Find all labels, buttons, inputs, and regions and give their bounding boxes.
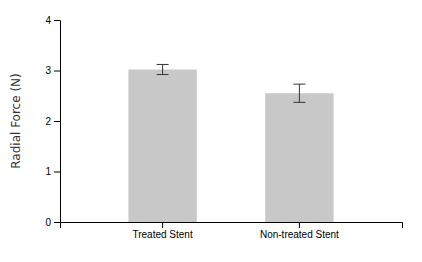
tick-mark [54, 121, 60, 122]
axis-domain [61, 223, 403, 229]
error-line [162, 64, 163, 74]
bar [265, 93, 333, 222]
x-tick: Non-treated Stent [260, 222, 339, 240]
tick-label: 4 [45, 15, 51, 26]
y-tick: 0 [45, 217, 60, 228]
tick-mark [162, 222, 163, 228]
tick-label: 1 [45, 166, 51, 177]
error-cap [293, 84, 305, 85]
tick-label: 0 [45, 217, 51, 228]
tick-label: 3 [45, 65, 51, 76]
error-cap [157, 64, 169, 65]
x-tick: Treated Stent [132, 222, 192, 240]
marks [128, 64, 333, 222]
error-bar [157, 64, 169, 74]
tick-mark [54, 71, 60, 72]
y-axis: 0 1 2 3 4 [45, 15, 60, 228]
tick-mark [54, 20, 60, 21]
bar [128, 69, 196, 222]
tick-mark [54, 172, 60, 173]
y-tick: 1 [45, 166, 60, 177]
error-cap [293, 102, 305, 103]
y-tick: 4 [45, 15, 60, 26]
x-axis: Treated Stent Non-treated Stent [61, 222, 403, 240]
y-tick: 2 [45, 116, 60, 127]
tick-mark [299, 222, 300, 228]
error-line [299, 84, 300, 102]
y-axis-title: Radial Force (N) [9, 73, 23, 169]
error-cap [157, 74, 169, 75]
y-tick: 3 [45, 65, 60, 76]
plot: 0 1 2 3 4 Treated Stent Non-treated Stent [45, 15, 402, 240]
error-bar [293, 84, 305, 102]
tick-mark [54, 222, 60, 223]
tick-label: Non-treated Stent [260, 229, 339, 240]
tick-label: Treated Stent [132, 229, 192, 240]
tick-label: 2 [45, 116, 51, 127]
axis-domain [54, 21, 61, 223]
chart: 0 1 2 3 4 Treated Stent Non-treated Stent Radia… [0, 0, 422, 262]
